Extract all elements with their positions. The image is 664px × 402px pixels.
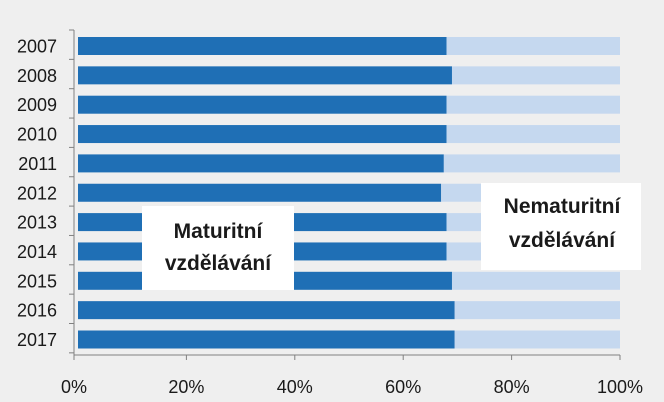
bar-2008-series-1	[78, 66, 452, 85]
bar-2009-series-1	[78, 95, 447, 114]
callout-box-1	[142, 206, 294, 290]
callout-label: Maturitní	[174, 220, 264, 243]
bar-2007-series-1	[78, 37, 447, 55]
bar-2009-series-2	[446, 95, 620, 114]
y-tick-label: 2015	[17, 271, 57, 291]
x-tick-label: 0%	[61, 377, 87, 397]
x-tick-label: 60%	[385, 377, 421, 397]
callouts-layer: Maturitní vzdělávání Nematuritní vzdělávání	[142, 183, 641, 290]
bar-2010-series-2	[446, 125, 620, 144]
x-tick-label: 40%	[277, 377, 313, 397]
bar-2012-series-1	[78, 183, 442, 202]
x-tick-label: 20%	[168, 377, 204, 397]
y-tick-label: 2016	[17, 301, 57, 321]
y-tick-label: 2014	[17, 242, 57, 262]
y-tick-label: 2010	[17, 125, 57, 145]
callout-label: vzdělávání	[509, 229, 616, 252]
bar-2010-series-1	[78, 125, 447, 144]
x-tick-label: 80%	[494, 377, 530, 397]
y-tick-label: 2009	[17, 95, 57, 115]
bar-2016-series-2	[454, 301, 620, 320]
bar-2011-series-1	[78, 154, 444, 173]
bar-2007-series-2	[446, 37, 620, 55]
bar-2017-series-2	[454, 330, 620, 349]
callout-label: vzdělávání	[165, 252, 272, 275]
bar-2016-series-1	[78, 301, 455, 320]
callout-box-2	[481, 183, 641, 270]
bar-2011-series-2	[443, 154, 620, 173]
y-tick-label: 2017	[17, 330, 57, 350]
y-tick-label: 2012	[17, 183, 57, 203]
y-tick-label: 2011	[18, 154, 57, 174]
callout-label: Nematuritní	[504, 195, 622, 218]
x-tick-label: 100%	[597, 377, 643, 397]
bar-2008-series-2	[451, 66, 620, 85]
y-tick-label: 2007	[17, 37, 57, 57]
bar-2015-series-2	[451, 271, 620, 290]
bar-2017-series-1	[78, 330, 455, 349]
y-tick-label: 2008	[17, 66, 57, 86]
axes-layer: 2007 2008 2009 2010 2011 2012 2013 2014 2015 2016…	[17, 29, 643, 397]
y-tick-label: 2013	[17, 213, 57, 233]
